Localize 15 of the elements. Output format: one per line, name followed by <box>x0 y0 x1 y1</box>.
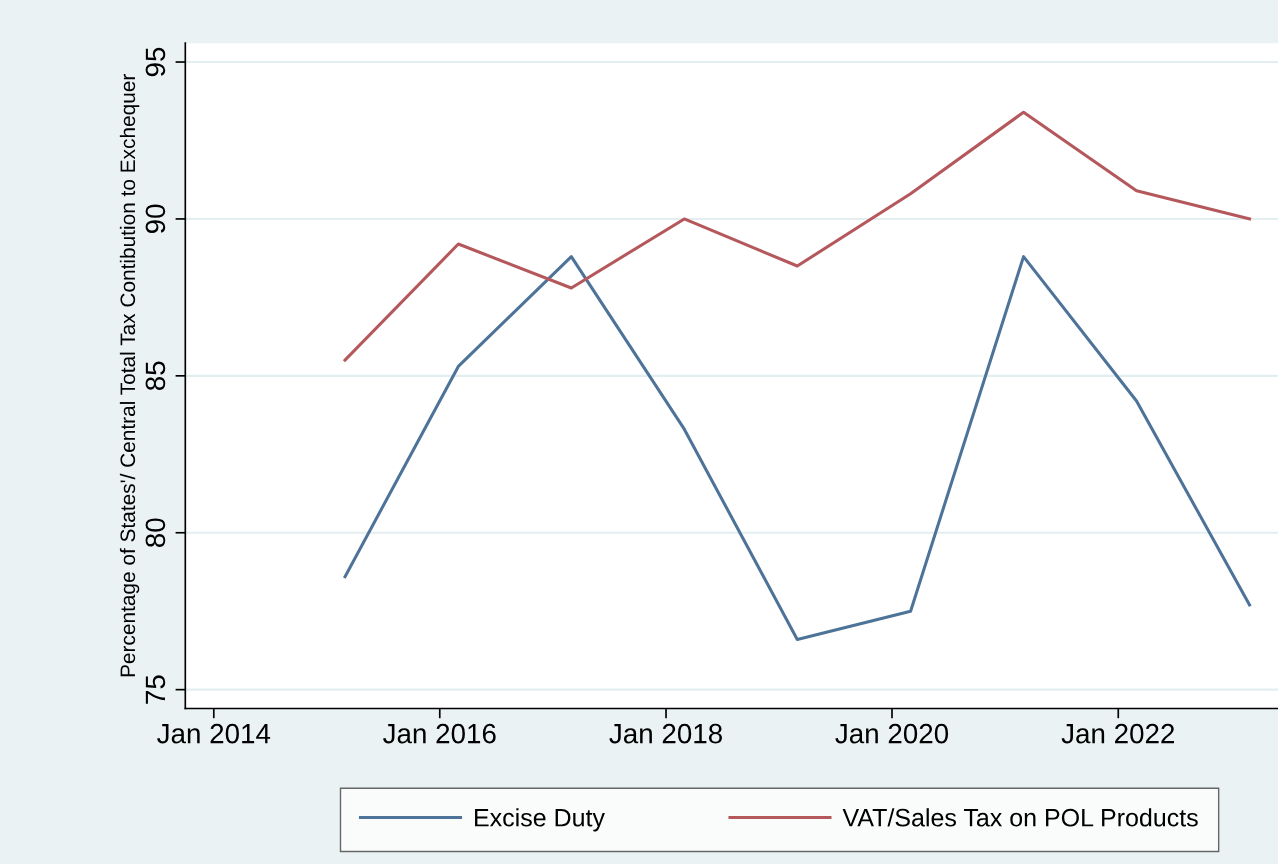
x-tick-label: Jan 2014 <box>157 723 271 744</box>
x-tick-label: Jan 2016 <box>383 723 496 744</box>
x-tick-label: Jan 2018 <box>609 723 722 744</box>
line-series <box>343 110 1252 362</box>
y-tick-label: 90 <box>145 204 166 234</box>
legend-label: Excise Duty <box>475 808 605 832</box>
y-axis-title: Percentage of States'/ Central Total Tax Contibution to Exchequer <box>119 74 140 677</box>
line-series <box>343 255 1252 641</box>
legend-label: VAT/Sales Tax on POL Products <box>842 808 1198 827</box>
y-tick-label: 95 <box>145 47 166 77</box>
y-tick-label: 80 <box>145 518 166 547</box>
y-tick-label: 75 <box>145 675 166 704</box>
x-tick-label: Jan 2020 <box>835 723 949 744</box>
x-tick-label: Jan 2022 <box>1061 723 1175 744</box>
y-tick-label: 85 <box>145 361 166 391</box>
